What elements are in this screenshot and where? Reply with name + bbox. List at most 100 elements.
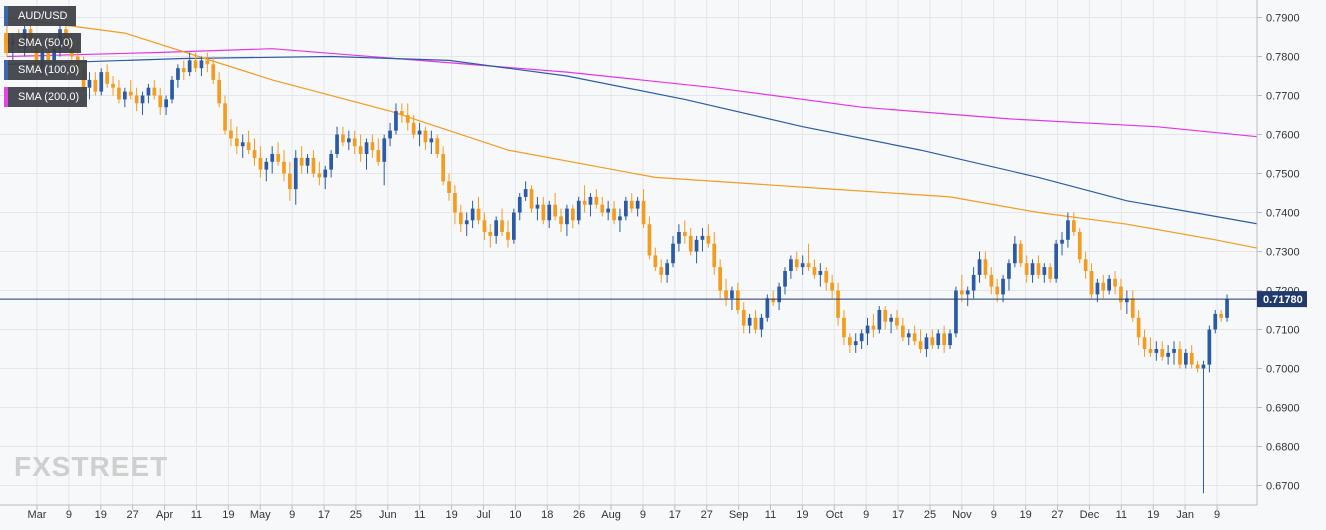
candle-body [435, 138, 440, 154]
candle-body [612, 208, 616, 221]
candle [930, 329, 935, 350]
candle [1083, 251, 1088, 279]
candle [1219, 310, 1223, 322]
candle [1036, 255, 1041, 279]
candle-body [1077, 232, 1082, 260]
candle-body [364, 142, 369, 154]
candle [1107, 274, 1111, 295]
candle-body [918, 341, 923, 349]
candle-body [883, 310, 888, 322]
candle-body [629, 200, 634, 209]
candle [229, 118, 233, 147]
candle-body [848, 337, 852, 346]
candle [1195, 360, 1200, 373]
candle [1172, 341, 1176, 365]
sma-200-line [6, 48, 1326, 148]
candle-body [1125, 298, 1129, 303]
candle [936, 329, 941, 350]
candle-body [741, 310, 746, 326]
candle [771, 290, 776, 307]
candle [942, 325, 946, 353]
candle [724, 278, 728, 307]
candle-body [588, 196, 593, 205]
candle [176, 64, 180, 88]
candle-body [1024, 263, 1029, 275]
candle [576, 196, 581, 225]
candle-body [341, 134, 345, 143]
candle-body [52, 48, 56, 61]
candle-body [753, 317, 758, 330]
candle [453, 185, 457, 225]
candle-body [677, 232, 681, 244]
candle-body [329, 154, 333, 170]
candle [765, 294, 770, 322]
candle [671, 235, 675, 268]
candle-body [105, 72, 109, 84]
sma-100-line [6, 55, 1326, 238]
candle-body [877, 310, 882, 330]
candle [924, 333, 929, 357]
candle [323, 165, 328, 190]
last-price-badge-bg [1257, 291, 1307, 308]
candle-body [600, 204, 605, 213]
candle [1024, 255, 1029, 283]
x-tick-label: 17 [892, 509, 904, 521]
candle-body [1113, 278, 1117, 287]
candle [1148, 337, 1153, 357]
candle [901, 317, 905, 342]
candle [641, 189, 646, 229]
candle [1013, 235, 1017, 268]
candle-body [1107, 278, 1111, 291]
candle-body [1095, 282, 1100, 295]
candle-body [942, 333, 946, 346]
candle [235, 126, 239, 155]
candle [977, 251, 982, 283]
legend-label: AUD/USD [18, 10, 68, 22]
candle [541, 196, 546, 225]
candle [971, 267, 976, 299]
candle [848, 333, 852, 353]
x-tick-label: 11 [191, 509, 202, 521]
candle-body [500, 220, 504, 232]
candle [158, 87, 163, 116]
candle-body [87, 79, 92, 88]
y-tick-label: 0.6700 [1266, 481, 1300, 493]
candle-body [718, 267, 722, 291]
candle-body [659, 267, 664, 275]
candle [1101, 274, 1106, 299]
candle-body [270, 154, 275, 162]
legend-swatch [4, 60, 8, 80]
y-tick-label: 0.7500 [1266, 169, 1300, 181]
candle [1213, 310, 1218, 334]
candle [559, 208, 563, 233]
candle-body [582, 200, 587, 205]
candle-body [158, 95, 163, 108]
x-tick-label: 11 [414, 509, 425, 521]
candle-body [954, 290, 958, 334]
candle-body [889, 317, 893, 322]
candle-body [417, 130, 422, 135]
candle-body [317, 173, 322, 178]
candle-body [299, 157, 304, 166]
candle [464, 212, 469, 236]
candle [647, 216, 652, 260]
candle [317, 161, 322, 186]
y-tick-label: 0.7100 [1266, 325, 1300, 337]
candle [777, 282, 781, 311]
candle [470, 200, 475, 229]
candle [488, 224, 493, 248]
candle-body [223, 103, 227, 131]
candle [812, 259, 817, 279]
candle-body [1178, 349, 1182, 365]
candle-body [1101, 282, 1106, 291]
candle-body [706, 235, 711, 244]
candle-body [529, 189, 534, 209]
candle [683, 220, 687, 244]
candle [276, 142, 280, 166]
candle-body [217, 79, 221, 104]
candle [606, 200, 610, 221]
candle [335, 126, 339, 158]
candle [270, 146, 275, 174]
candle-body [1189, 352, 1194, 365]
